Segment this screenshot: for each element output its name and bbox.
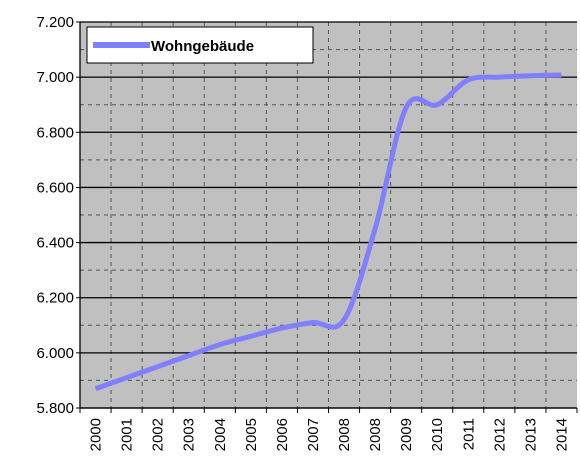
x-tick-label: 2013 <box>522 418 539 451</box>
y-tick-label: 7.000 <box>36 69 74 86</box>
x-tick-label: 2004 <box>212 418 229 451</box>
x-tick-label: 2001 <box>119 418 136 451</box>
x-tick-label: 2002 <box>150 418 167 451</box>
x-tick-label: 2003 <box>181 418 198 451</box>
x-tick-label: 2010 <box>429 418 446 451</box>
x-tick-label: 2008 <box>367 418 384 451</box>
y-tick-label: 6.800 <box>36 124 74 141</box>
y-tick-label: 7.200 <box>36 14 74 31</box>
y-tick-label: 6.400 <box>36 235 74 252</box>
legend: Wohngebäude <box>86 26 314 64</box>
y-tick-label: 6.200 <box>36 290 74 307</box>
x-tick-label: 2009 <box>398 418 415 451</box>
x-tick-label: 2014 <box>553 418 570 451</box>
x-tick-label: 2011 <box>460 418 477 450</box>
y-tick-label: 6.600 <box>36 179 74 196</box>
y-tick-label: 5.800 <box>36 400 74 417</box>
legend-label: Wohngebäude <box>151 38 254 55</box>
line <box>94 72 562 392</box>
y-tick-label: 6.000 <box>36 345 74 362</box>
x-tick-label: 2005 <box>243 418 260 451</box>
x-tick-label: 2007 <box>305 418 322 451</box>
x-tick-label: 2012 <box>491 418 508 451</box>
x-tick-label: 2006 <box>274 418 291 451</box>
x-tick-label: 2000 <box>88 418 105 451</box>
x-tick-label: 2008 <box>336 418 353 451</box>
